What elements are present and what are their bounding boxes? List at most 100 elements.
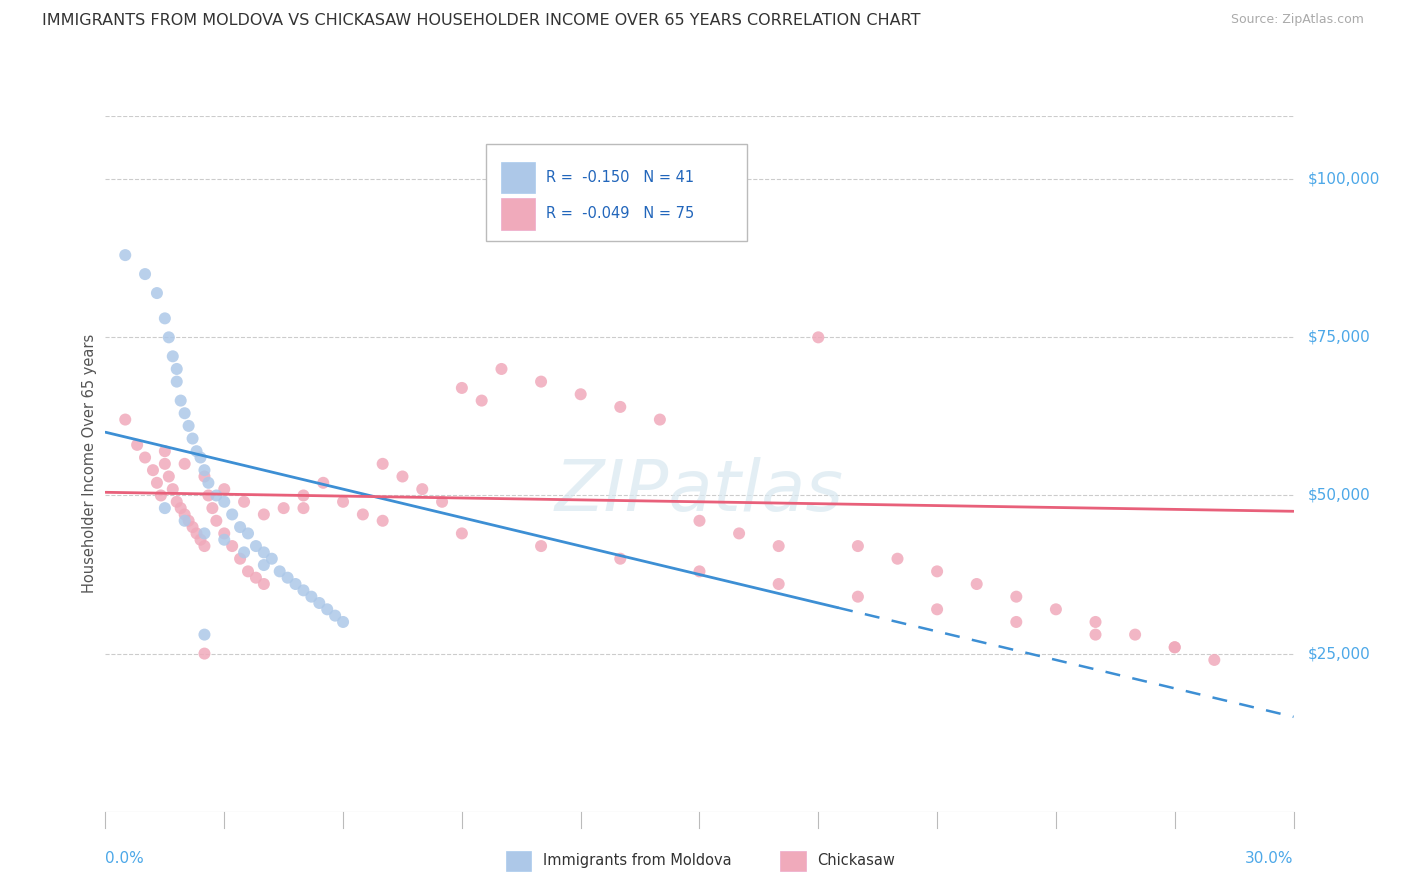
Point xyxy=(245,539,267,553)
Point xyxy=(153,501,176,516)
Point xyxy=(127,438,149,452)
Point xyxy=(205,488,228,502)
Point xyxy=(371,457,394,471)
Point xyxy=(886,551,908,566)
Point xyxy=(236,565,259,579)
Point xyxy=(201,501,224,516)
Point xyxy=(162,349,184,363)
Point xyxy=(273,501,295,516)
Point xyxy=(253,508,276,522)
Point xyxy=(371,514,394,528)
Point xyxy=(173,514,195,528)
Point xyxy=(768,577,790,591)
Point xyxy=(846,539,869,553)
Point xyxy=(173,406,195,420)
Point xyxy=(205,514,228,528)
Point xyxy=(177,514,200,528)
Point xyxy=(530,539,553,553)
Point xyxy=(569,203,592,218)
Point xyxy=(149,488,172,502)
Point xyxy=(530,375,553,389)
Y-axis label: Householder Income Over 65 years: Householder Income Over 65 years xyxy=(82,334,97,593)
Point xyxy=(450,526,472,541)
Point xyxy=(193,627,215,641)
Point xyxy=(142,463,165,477)
Point xyxy=(197,488,219,502)
Point xyxy=(253,545,276,559)
Point xyxy=(173,457,195,471)
Point xyxy=(114,248,136,262)
Point xyxy=(173,508,195,522)
Text: Source: ZipAtlas.com: Source: ZipAtlas.com xyxy=(1230,13,1364,27)
Point xyxy=(1084,615,1107,629)
Point xyxy=(569,387,592,401)
Text: Immigrants from Moldova: Immigrants from Moldova xyxy=(543,854,731,868)
Point xyxy=(214,533,236,547)
Point xyxy=(391,469,413,483)
Point xyxy=(181,432,204,446)
Text: ZIPatlas: ZIPatlas xyxy=(555,458,844,526)
Point xyxy=(269,565,291,579)
Point xyxy=(221,539,243,553)
Point xyxy=(190,533,212,547)
Point xyxy=(284,577,307,591)
Point xyxy=(214,482,236,496)
Point xyxy=(214,495,236,509)
Point xyxy=(1204,653,1226,667)
Point xyxy=(312,475,335,490)
Point xyxy=(925,602,948,616)
Point xyxy=(193,463,215,477)
Point xyxy=(153,311,176,326)
Point xyxy=(292,488,315,502)
Point xyxy=(186,526,208,541)
Point xyxy=(609,400,631,414)
Point xyxy=(846,590,869,604)
Point xyxy=(146,475,169,490)
Point xyxy=(352,508,374,522)
Point xyxy=(450,381,472,395)
Point xyxy=(166,375,188,389)
Point xyxy=(229,520,252,534)
Text: IMMIGRANTS FROM MOLDOVA VS CHICKASAW HOUSEHOLDER INCOME OVER 65 YEARS CORRELATIO: IMMIGRANTS FROM MOLDOVA VS CHICKASAW HOU… xyxy=(42,13,921,29)
Point xyxy=(260,551,283,566)
Point xyxy=(323,608,346,623)
Text: $25,000: $25,000 xyxy=(1308,646,1371,661)
Point xyxy=(190,450,212,465)
Point xyxy=(966,577,988,591)
Point xyxy=(411,482,433,496)
Point xyxy=(1164,640,1187,655)
Point xyxy=(153,457,176,471)
Point xyxy=(1045,602,1067,616)
Point xyxy=(1084,627,1107,641)
Point xyxy=(253,558,276,572)
Point xyxy=(292,583,315,598)
Point xyxy=(728,526,751,541)
Point xyxy=(233,545,256,559)
Point xyxy=(114,412,136,426)
Point xyxy=(316,602,339,616)
Point xyxy=(221,508,243,522)
Point xyxy=(229,551,252,566)
Point xyxy=(166,362,188,376)
Point xyxy=(170,393,193,408)
Point xyxy=(430,495,453,509)
Point xyxy=(471,393,494,408)
Point xyxy=(193,526,215,541)
Point xyxy=(299,590,322,604)
Point xyxy=(153,444,176,458)
Text: 30.0%: 30.0% xyxy=(1246,851,1294,865)
Text: Chickasaw: Chickasaw xyxy=(817,854,894,868)
Point xyxy=(1005,590,1028,604)
Point xyxy=(157,330,180,344)
Point xyxy=(193,469,215,483)
Point xyxy=(1164,640,1187,655)
Point xyxy=(648,412,671,426)
Point xyxy=(146,286,169,301)
Point xyxy=(768,539,790,553)
Point xyxy=(689,565,711,579)
Point xyxy=(277,571,299,585)
Point xyxy=(134,450,156,465)
Point xyxy=(491,362,513,376)
Point xyxy=(193,647,215,661)
Point xyxy=(925,565,948,579)
